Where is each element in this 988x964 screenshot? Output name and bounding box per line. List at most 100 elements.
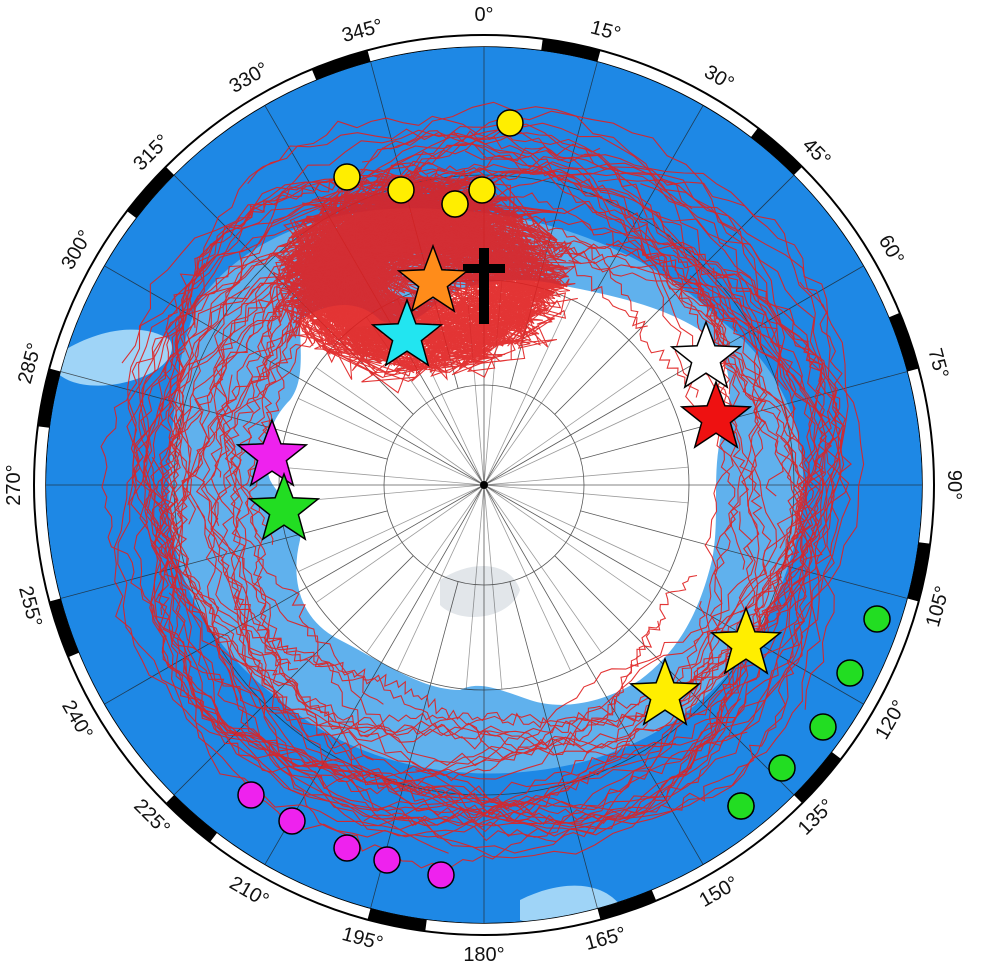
meridian-line <box>580 510 908 599</box>
dot-markers <box>237 109 891 889</box>
frame-block <box>367 908 427 931</box>
meridian-line-inner <box>279 466 485 486</box>
longitude-label: 30° <box>700 61 737 95</box>
meridian-line-inner <box>298 398 485 486</box>
drifter-track <box>133 293 839 842</box>
meridian-line-inner <box>315 484 485 603</box>
meridian-line-inner <box>366 484 485 654</box>
green-star <box>247 471 321 541</box>
white-star <box>669 319 743 389</box>
meridian-line-inner <box>483 466 689 486</box>
drifter-track <box>113 128 835 854</box>
map-frame-ticks <box>38 39 930 931</box>
orange-star <box>396 243 470 313</box>
yellow-dot <box>468 176 496 204</box>
drifter-track <box>192 174 807 719</box>
longitude-label: 45° <box>798 134 835 171</box>
longitude-label: 0° <box>474 4 493 26</box>
meridian-line-inner <box>483 484 602 654</box>
magenta-dot <box>333 834 361 862</box>
meridian-line-inner <box>483 484 689 504</box>
drifter-track <box>212 243 630 756</box>
meridian-line <box>483 484 704 865</box>
drifter-track-weddell <box>324 220 578 378</box>
drifter-track <box>239 267 852 843</box>
green-dot <box>836 659 864 687</box>
frame-block <box>597 890 657 920</box>
magenta-dot <box>427 861 455 889</box>
meridian-line-inner <box>315 367 485 486</box>
longitude-label: 195° <box>340 923 386 955</box>
meridian-line-inner <box>397 484 485 671</box>
cross-vertical <box>479 248 489 324</box>
graticule <box>46 47 922 923</box>
yellow-star-1 <box>709 605 783 675</box>
cross-horizontal <box>463 264 505 273</box>
magenta-dot <box>237 781 265 809</box>
meridian-line-inner <box>483 398 670 486</box>
cyan-star <box>370 297 444 367</box>
antarctica <box>266 280 730 705</box>
meridian-line-inner <box>483 367 653 486</box>
yellow-star-2 <box>628 656 702 726</box>
meridian-line-inner <box>465 484 485 690</box>
frame-block <box>166 795 218 842</box>
meridian-line-inner <box>483 484 571 671</box>
drifter-track <box>205 218 736 705</box>
meridian-line <box>104 265 485 486</box>
red-star <box>679 379 753 449</box>
meridian-line <box>174 555 414 795</box>
frame-block <box>794 751 841 803</box>
frame-block <box>907 542 930 602</box>
drifter-track <box>150 161 845 837</box>
yellow-dot <box>441 190 469 218</box>
longitude-label: 345° <box>340 15 386 47</box>
drifter-track <box>133 202 807 826</box>
green-dot <box>727 792 755 820</box>
meridian-line <box>483 265 864 486</box>
yellow-dot <box>333 163 361 191</box>
frame-block <box>49 598 79 658</box>
frame-block <box>311 50 371 80</box>
drifter-tracks <box>100 101 865 869</box>
longitude-label: 165° <box>583 923 629 955</box>
frame-block <box>750 128 802 175</box>
drifter-track <box>151 161 797 538</box>
drifter-track <box>234 574 698 751</box>
magenta-dot <box>373 846 401 874</box>
meridian-line-inner <box>483 484 670 572</box>
longitude-label: 15° <box>588 16 623 45</box>
green-dot <box>863 605 891 633</box>
magenta-star <box>235 417 309 487</box>
south-pole-marker <box>480 481 488 489</box>
meridian-line-inner <box>483 299 571 486</box>
drifter-track <box>168 171 825 823</box>
ross-ice-shelf <box>440 566 520 617</box>
longitude-label: 90° <box>943 470 965 500</box>
drifter-track <box>184 261 756 775</box>
drifter-track <box>127 129 823 812</box>
longitude-label: 75° <box>923 346 952 381</box>
drifter-track <box>165 163 810 808</box>
star-markers <box>235 243 783 726</box>
drifter-track <box>157 143 601 615</box>
drifter-track <box>172 150 817 810</box>
meridian-line <box>104 484 485 705</box>
drifter-track <box>138 129 842 726</box>
south-america-tip <box>50 329 172 386</box>
meridian-line <box>264 484 485 865</box>
meridian-line-inner <box>483 484 653 603</box>
drifter-track <box>117 101 865 859</box>
frame-block <box>541 39 601 62</box>
drifter-track <box>219 298 740 736</box>
meridian-line <box>60 510 388 599</box>
yellow-dot <box>387 176 415 204</box>
longitude-label: 180° <box>463 944 504 964</box>
longitude-label: 285° <box>14 341 46 387</box>
meridian-line <box>509 581 598 909</box>
frame-block <box>127 167 174 219</box>
meridian-line <box>483 105 704 486</box>
longitude-label: 270° <box>3 464 25 505</box>
frame-block <box>38 368 61 428</box>
